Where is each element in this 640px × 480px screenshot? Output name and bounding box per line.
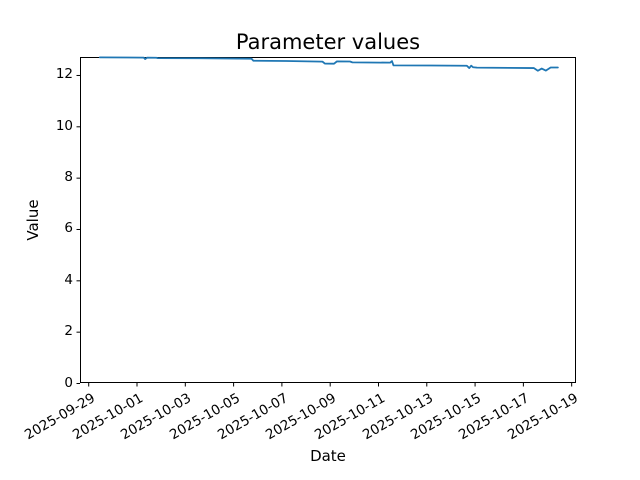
y-tick-label: 0 xyxy=(64,374,73,391)
y-tick-label: 12 xyxy=(55,66,73,83)
chart-title: Parameter values xyxy=(235,30,421,54)
y-tick-label: 10 xyxy=(55,117,73,134)
y-tick-label: 8 xyxy=(64,169,73,186)
y-tick-label: 4 xyxy=(64,271,73,288)
axes-frame xyxy=(80,57,576,383)
y-tick-label: 6 xyxy=(64,220,73,237)
x-axis-label: Date xyxy=(310,447,346,465)
y-tick-label: 2 xyxy=(64,323,73,340)
series-line xyxy=(98,56,559,72)
